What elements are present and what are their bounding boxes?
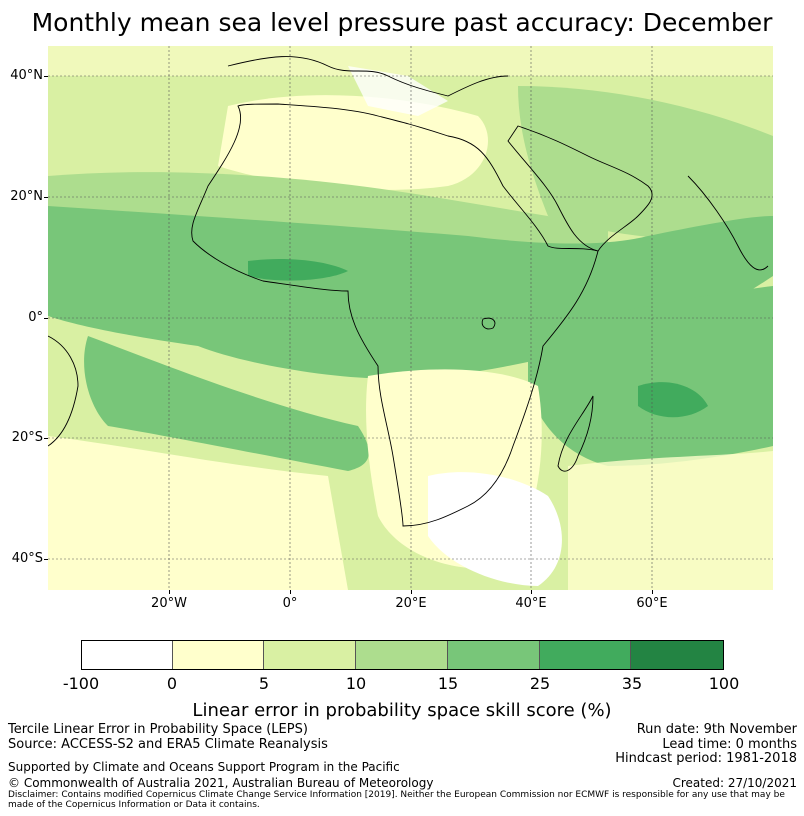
run-date-text: Run date: 9th November [636,722,797,737]
colorbar [81,640,724,670]
coastline-africa [191,103,599,527]
colorbar-tick-5: 5 [258,674,270,693]
skill-region-mediterranean-white [348,66,448,116]
coastline-europe [227,56,509,97]
coastline-arabia [507,125,653,252]
skill-region-south-indian-yellow [568,451,773,590]
lead-time-text: Lead time: 0 months [662,737,797,752]
skill-map [48,46,773,590]
lon-label-0: 0° [282,596,298,611]
colorbar-segment-yellow-green [264,641,357,669]
skill-region-indian-ocean-darkgreen [638,382,708,418]
lon-label-20w: 20°W [151,596,187,611]
colorbar-segment-green [539,641,632,669]
colorbar-segment-mid-green [447,641,540,669]
copyright-text: © Commonwealth of Australia 2021, Austra… [8,776,434,790]
tick-lon-20e [411,590,412,594]
coastline-south-america [48,335,79,447]
chart-title: Monthly mean sea level pressure past acc… [31,8,773,37]
lon-label-20e: 20°E [395,596,427,611]
skill-region-southern-white [428,472,562,586]
colorbar-tick-25: 25 [529,674,551,693]
lat-label-0: 0° [28,310,43,325]
tick-lat-0 [44,318,48,319]
skill-region-indian-ocean-green [528,286,773,466]
hindcast-text: Hindcast period: 1981-2018 [615,751,797,766]
colorbar-tick-10: 10 [345,674,367,693]
tick-lon-20w [169,590,170,594]
source-text: Source: ACCESS-S2 and ERA5 Climate Reana… [8,737,328,752]
lon-label-40e: 40°E [515,596,547,611]
created-text: Created: 27/10/2021 [672,776,797,790]
method-text: Tercile Linear Error in Probability Spac… [8,722,308,737]
lat-label-40s: 40°S [11,551,43,566]
coastline-madagascar [557,395,594,472]
colorbar-tick-100: 100 [708,674,740,693]
lon-label-60e: 60°E [636,596,668,611]
colorbar-tick-0: 0 [166,674,178,693]
colorbar-tick-35: 35 [621,674,643,693]
coastline-india [687,175,769,271]
skill-region-south-belt-yellow [48,436,348,590]
coastline [48,56,769,527]
skill-region-arabia-lightgreen [518,86,773,240]
lat-label-40n: 40°N [10,68,43,83]
tick-lat-20n [44,197,48,198]
support-text: Supported by Climate and Oceans Support … [8,760,400,774]
tick-lat-40n [44,76,48,77]
skill-region-guinea-darkgreen [248,259,348,281]
colorbar-segment-white [82,641,173,669]
graticule [48,46,773,590]
tick-lat-20s [44,438,48,439]
colorbar-tick-neg100: -100 [62,674,100,693]
tick-lon-40e [531,590,532,594]
colorbar-segment-yellow [172,641,265,669]
lat-label-20n: 20°N [10,189,43,204]
disclaimer-text: Disclaimer: Contains modified Copernicus… [8,790,785,810]
lat-label-20s: 20°S [11,430,43,445]
skill-region-sahara-yellow [218,95,488,190]
skill-region-south-atlantic-green [84,336,369,471]
map-svg [48,46,773,590]
lake-victoria [481,317,496,330]
tick-lat-40s [44,559,48,560]
tick-lon-60e [652,590,653,594]
colorbar-label: Linear error in probability space skill … [192,700,612,721]
colorbar-segment-light-green [356,641,448,669]
colorbar-segment-dark-green [631,641,724,669]
colorbar-tick-15: 15 [437,674,459,693]
skill-region-north-yellow [48,46,773,76]
tick-lon-0 [290,590,291,594]
